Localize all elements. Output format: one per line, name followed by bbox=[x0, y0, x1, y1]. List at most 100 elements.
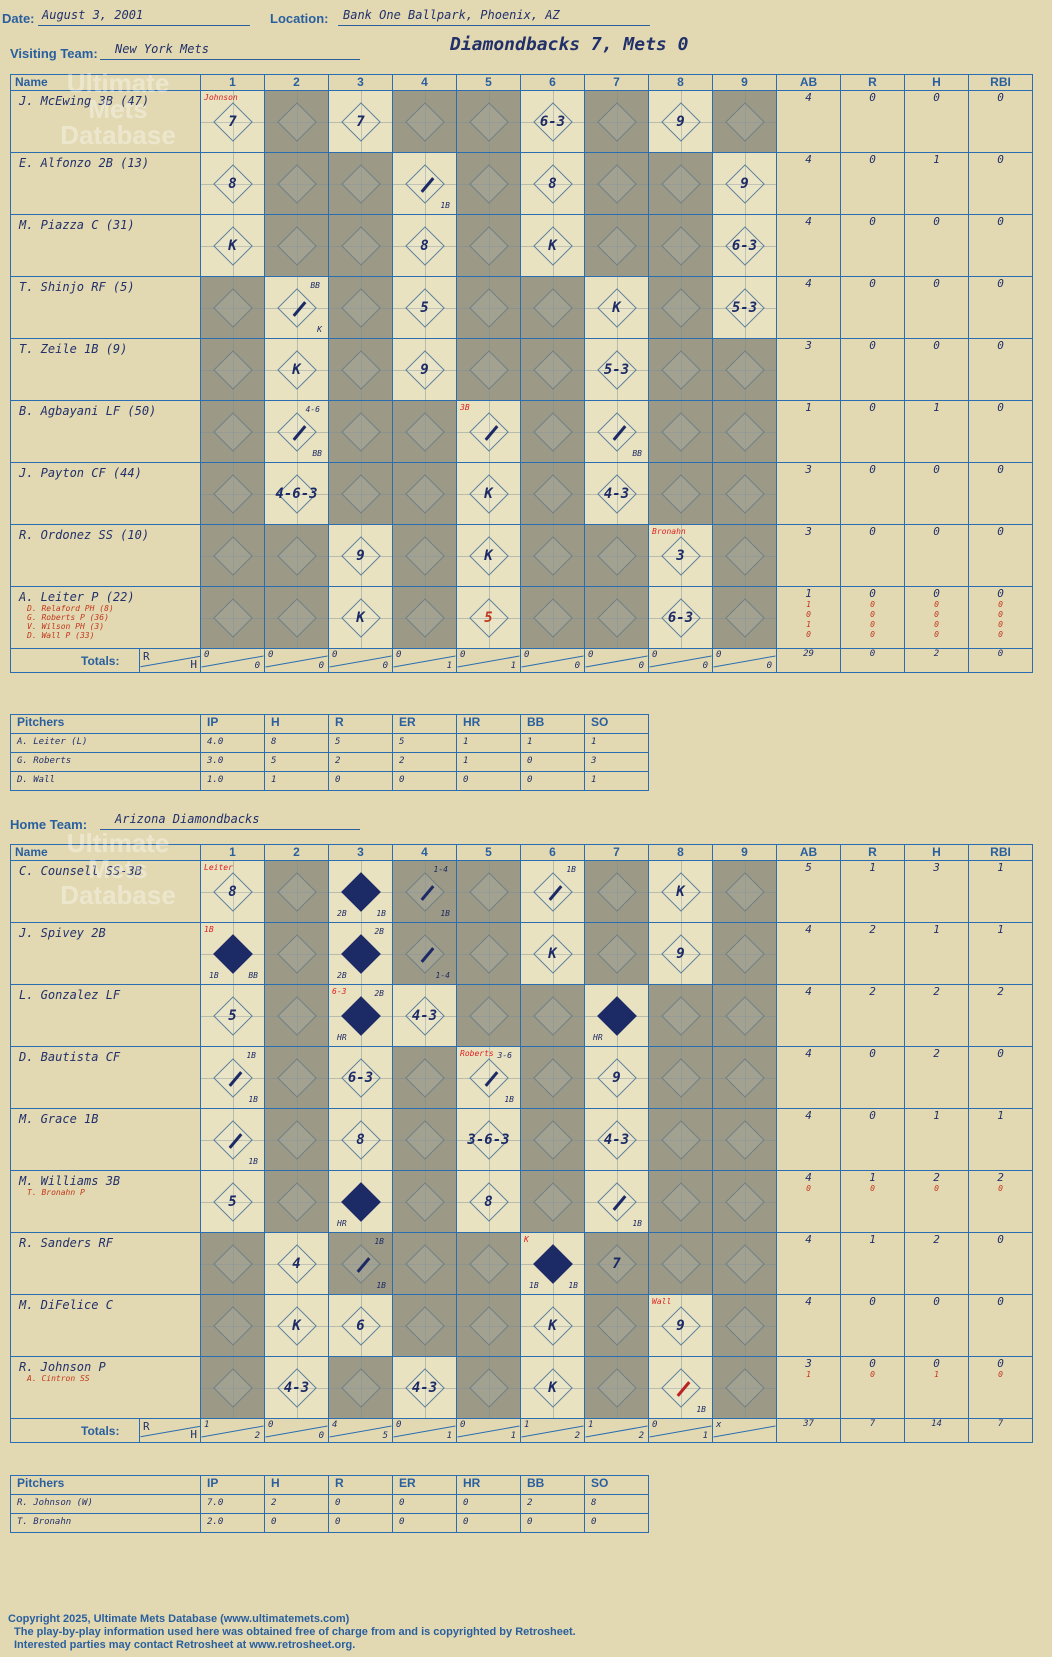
cell-guide bbox=[296, 1109, 298, 1170]
inning-cell: 9 bbox=[648, 90, 713, 153]
stat-value: 1 bbox=[997, 861, 1004, 874]
inning-hits: 1 bbox=[446, 1431, 452, 1441]
cell-guide bbox=[616, 463, 618, 524]
cell-guide bbox=[713, 891, 776, 893]
inning-cell bbox=[200, 1294, 265, 1357]
inning-runs: 0 bbox=[268, 1420, 274, 1430]
cell-guide bbox=[585, 121, 648, 123]
sub-stat-value: 0 bbox=[998, 630, 1003, 639]
cell-guide bbox=[265, 307, 328, 309]
inning-header: 4 bbox=[392, 74, 457, 91]
inning-cell bbox=[712, 984, 777, 1047]
inning-cell bbox=[648, 276, 713, 339]
base-diamond bbox=[212, 1367, 253, 1408]
cell-guide bbox=[232, 91, 234, 152]
play-annotation: 1-4 bbox=[435, 971, 450, 980]
stat-value: 4 bbox=[805, 277, 812, 290]
cell-guide bbox=[616, 861, 618, 922]
footer-copyright: Copyright 2025, Ultimate Mets Database (… bbox=[8, 1613, 350, 1625]
play-annotation: 2B bbox=[337, 971, 347, 980]
pitching-stat-header: HR bbox=[456, 714, 521, 734]
inning-cell bbox=[392, 1108, 457, 1171]
cell-guide bbox=[424, 277, 426, 338]
visiting-underline bbox=[100, 59, 360, 60]
inning-cell: 1B bbox=[648, 1356, 713, 1419]
date-label: Date: bbox=[2, 11, 35, 26]
inning-cell: K bbox=[264, 338, 329, 401]
pitching-stat: 0 bbox=[584, 1513, 649, 1533]
stat-value: 0 bbox=[997, 1295, 1004, 1308]
player-name: J. Spivey 2B bbox=[10, 922, 201, 985]
base-diamond bbox=[724, 473, 765, 514]
location-value: Bank One Ballpark, Phoenix, AZ bbox=[343, 8, 560, 22]
pitching-stat-header: IP bbox=[200, 1475, 265, 1495]
player-name: M. Piazza C (31) bbox=[10, 214, 201, 277]
stat-value: 1 bbox=[933, 923, 940, 936]
date-underline bbox=[38, 25, 250, 26]
base-diamond bbox=[468, 1305, 509, 1346]
cell-guide bbox=[680, 1109, 682, 1170]
inning-cell bbox=[200, 276, 265, 339]
inning-cell bbox=[392, 1232, 457, 1295]
totals-label: Totals: bbox=[81, 1424, 120, 1438]
cell-guide bbox=[457, 307, 520, 309]
inning-header: 3 bbox=[328, 844, 393, 861]
cell-guide bbox=[393, 1077, 456, 1079]
inning-hits: 0 bbox=[382, 661, 388, 671]
cell-guide bbox=[616, 587, 618, 648]
cell-guide bbox=[713, 1077, 776, 1079]
sub-stat-value: 0 bbox=[934, 1184, 939, 1193]
inning-cell bbox=[712, 524, 777, 587]
stat-value: 3 bbox=[805, 339, 812, 352]
stat-cell: 0 bbox=[840, 524, 905, 587]
stat-value: 0 bbox=[997, 1233, 1004, 1246]
base-diamond bbox=[404, 1243, 445, 1284]
sub-stat-value: 0 bbox=[934, 600, 939, 609]
inning-hits: 5 bbox=[382, 1431, 388, 1441]
player-name-text: C. Counsell SS-3B bbox=[19, 864, 142, 878]
cell-guide bbox=[488, 587, 490, 648]
inning-cell bbox=[328, 276, 393, 339]
inning-cell: 6-3 bbox=[712, 214, 777, 277]
inning-cell bbox=[520, 1170, 585, 1233]
inning-cell: 5-3 bbox=[584, 338, 649, 401]
player-row: J. Spivey 2B 1B 1B BB 2B 2B 1-4 K 9 4 2 1 1 bbox=[10, 922, 1033, 985]
cell-guide bbox=[680, 861, 682, 922]
visiting-team-value: New York Mets bbox=[115, 42, 209, 56]
inning-header: 3 bbox=[328, 74, 393, 91]
player-row: A. Leiter P (22) D. Relaford PH (8) G. Rob… bbox=[10, 586, 1033, 649]
base-diamond bbox=[532, 535, 573, 576]
inning-cell bbox=[648, 1108, 713, 1171]
player-name-text: A. Leiter P (22) bbox=[19, 590, 135, 604]
cell-guide bbox=[232, 1295, 234, 1356]
base-diamond bbox=[276, 287, 317, 328]
stat-cell: 1 bbox=[776, 400, 841, 463]
pitching-stat: 0 bbox=[456, 1513, 521, 1533]
hits-label: H bbox=[190, 1428, 197, 1441]
stat-value: 4 bbox=[805, 923, 812, 936]
cell-guide bbox=[521, 617, 584, 619]
play-annotation: 1B bbox=[529, 1281, 539, 1290]
play-result: 5 bbox=[228, 1193, 237, 1210]
player-row: E. Alfonzo 2B (13) 8 1B 8 9 4 0 1 0 bbox=[10, 152, 1033, 215]
cell-guide bbox=[585, 493, 648, 495]
cell-guide bbox=[616, 525, 618, 586]
pitching-stat: 0 bbox=[520, 771, 585, 791]
base-diamond bbox=[404, 1119, 445, 1160]
cell-guide bbox=[265, 1387, 328, 1389]
inning-cell: 6 bbox=[328, 1294, 393, 1357]
player-row: D. Bautista CF 1B 1B 6-3 3-6 1B Roberts 9 4 0 2 0 bbox=[10, 1046, 1033, 1109]
base-diamond bbox=[404, 933, 445, 974]
stat-value: 1 bbox=[997, 1109, 1004, 1122]
cell-guide bbox=[232, 1233, 234, 1294]
play-result: 8 bbox=[356, 1131, 365, 1148]
scorecard-table: Name 1 2 3 4 5 6 7 8 9 AB R H RBI C. Counsell SS-3B 8 Le… bbox=[10, 844, 1033, 1443]
sub-stat-value: 0 bbox=[998, 620, 1003, 629]
cell-guide bbox=[424, 1357, 426, 1418]
player-row: B. Agbayani LF (50) 4-6 BB 3B BB 1 0 1 0 bbox=[10, 400, 1033, 463]
inning-cell bbox=[712, 400, 777, 463]
stat-value: 1 bbox=[805, 587, 812, 600]
stat-total: 14 bbox=[904, 1418, 969, 1443]
